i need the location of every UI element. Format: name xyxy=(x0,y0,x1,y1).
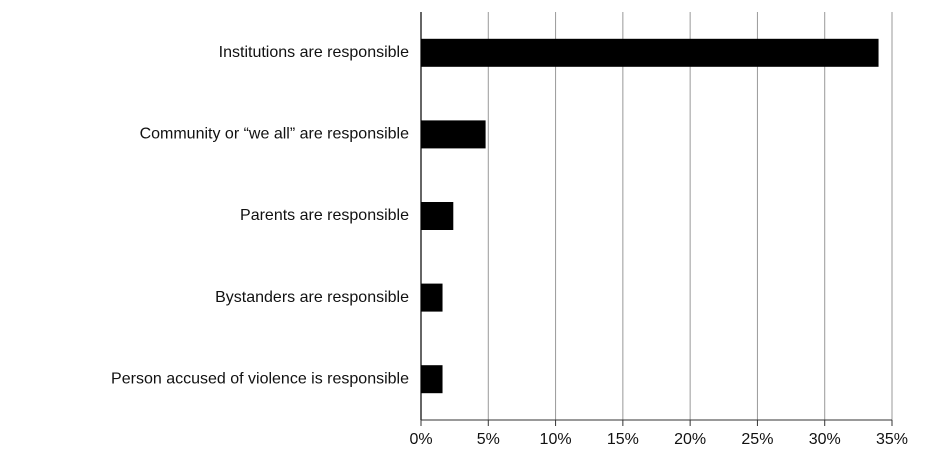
x-tick-label: 10% xyxy=(540,431,572,448)
bar xyxy=(421,283,443,312)
bar xyxy=(421,120,486,149)
x-tick-label: 20% xyxy=(674,431,706,448)
bar xyxy=(421,202,454,230)
bar xyxy=(421,365,443,394)
y-tick-label: Parents are responsible xyxy=(240,207,409,224)
x-tick-label: 15% xyxy=(607,431,639,448)
y-tick-label: Community or “we all” are responsible xyxy=(140,126,410,143)
x-tick-label: 25% xyxy=(741,431,773,448)
y-tick-label: Bystanders are responsible xyxy=(215,289,409,306)
x-tick-label: 30% xyxy=(809,431,841,448)
y-tick-label: Person accused of violence is responsibl… xyxy=(111,370,409,387)
x-tick-label: 35% xyxy=(876,431,908,448)
y-tick-label: Institutions are responsible xyxy=(219,44,409,61)
bar xyxy=(421,38,879,67)
x-tick-label: 5% xyxy=(477,431,500,448)
x-tick-label: 0% xyxy=(409,431,432,448)
